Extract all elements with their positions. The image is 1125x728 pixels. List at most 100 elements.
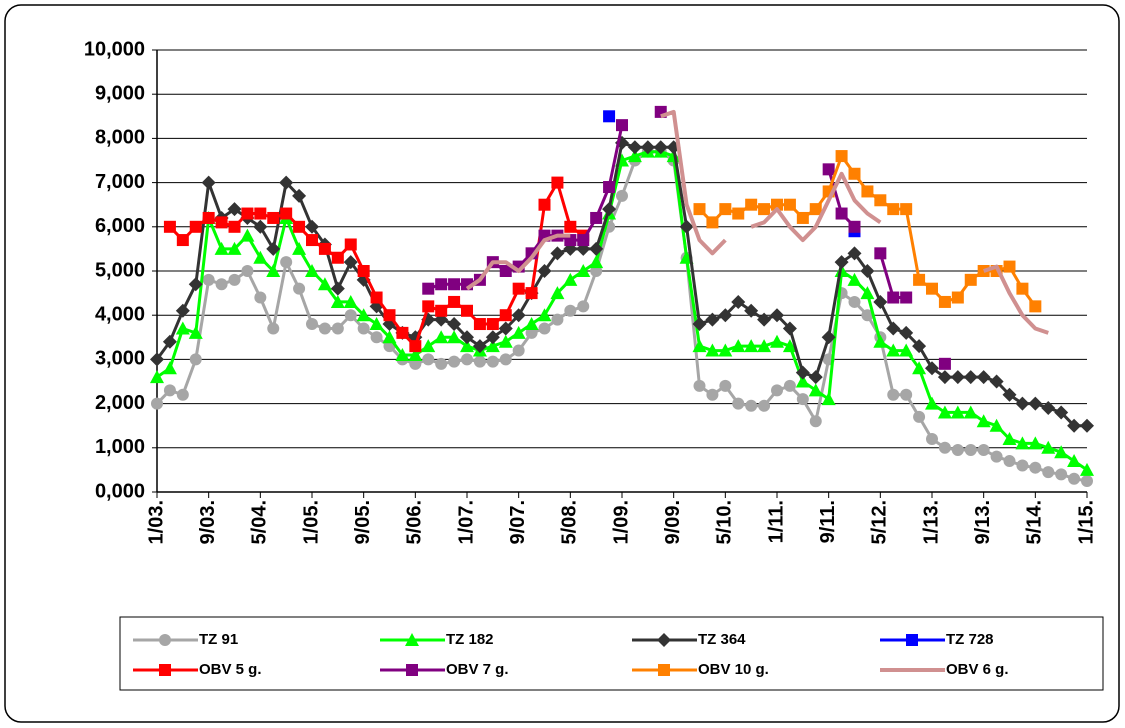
data-point xyxy=(706,388,719,401)
data-point xyxy=(538,198,551,211)
data-point xyxy=(796,211,809,224)
legend-label: TZ 182 xyxy=(446,631,494,648)
data-point xyxy=(241,265,254,277)
data-point xyxy=(461,353,473,366)
y-tick-label: 2,000 xyxy=(95,392,145,414)
data-point xyxy=(318,242,331,255)
data-point xyxy=(732,207,745,220)
data-point xyxy=(938,295,951,308)
data-point xyxy=(228,220,241,233)
data-point xyxy=(937,370,952,385)
data-point xyxy=(989,374,1004,389)
x-tick-label: 9/13. xyxy=(972,500,994,544)
data-point xyxy=(912,339,927,354)
x-tick-label: 1/05. xyxy=(300,500,322,544)
data-point xyxy=(627,140,642,155)
data-point xyxy=(705,312,720,327)
data-point xyxy=(511,308,526,323)
data-point xyxy=(448,355,461,368)
legend-marker xyxy=(405,633,419,646)
data-point xyxy=(266,264,281,277)
legend-label: OBV 6 g. xyxy=(946,661,1009,678)
data-point xyxy=(744,303,759,318)
data-point xyxy=(602,202,617,217)
data-point xyxy=(537,264,552,278)
data-point xyxy=(834,255,849,270)
data-point xyxy=(175,321,190,335)
data-point xyxy=(577,300,590,313)
data-point xyxy=(809,415,822,428)
data-point xyxy=(486,355,499,368)
data-point xyxy=(293,220,306,233)
data-point xyxy=(511,325,526,339)
data-point xyxy=(758,399,771,412)
data-point xyxy=(162,361,177,375)
data-point xyxy=(150,352,164,367)
data-point xyxy=(227,202,242,217)
data-point xyxy=(201,175,216,190)
x-tick-label: 1/07. xyxy=(455,500,477,544)
data-point xyxy=(1002,387,1017,402)
data-point xyxy=(848,295,861,308)
data-point xyxy=(925,396,939,410)
data-point xyxy=(1067,454,1082,468)
data-point xyxy=(990,450,1003,463)
data-point xyxy=(228,273,241,286)
data-point xyxy=(163,220,176,233)
data-point xyxy=(835,207,848,220)
data-point xyxy=(886,343,901,357)
data-point xyxy=(758,203,771,216)
data-point xyxy=(616,189,628,202)
data-point xyxy=(422,300,435,313)
data-point xyxy=(461,278,473,291)
data-point xyxy=(499,309,512,322)
data-point xyxy=(848,167,861,180)
data-point xyxy=(253,219,268,234)
x-tick-label: 1/11. xyxy=(765,500,787,543)
data-point xyxy=(861,185,874,198)
legend-label: OBV 5 g. xyxy=(199,661,262,678)
legend-label: OBV 7 g. xyxy=(446,661,509,678)
data-point xyxy=(926,432,938,445)
data-point xyxy=(808,370,823,385)
data-point xyxy=(448,295,461,308)
data-point xyxy=(899,325,914,340)
data-point xyxy=(267,211,280,224)
data-point xyxy=(473,355,486,368)
data-point xyxy=(1041,440,1056,454)
data-point xyxy=(176,234,189,247)
data-point xyxy=(900,291,913,304)
data-point xyxy=(318,322,331,335)
data-point xyxy=(486,318,499,331)
data-point xyxy=(950,405,965,419)
data-point xyxy=(176,388,189,401)
data-point xyxy=(267,322,280,335)
data-point xyxy=(356,308,371,322)
data-point xyxy=(461,304,473,317)
data-point xyxy=(745,198,758,211)
data-point xyxy=(976,414,991,428)
data-point xyxy=(770,308,784,323)
data-point xyxy=(253,250,268,264)
data-point xyxy=(331,251,344,264)
data-point xyxy=(937,405,952,419)
data-point xyxy=(1003,260,1016,273)
data-point xyxy=(1055,468,1068,481)
data-point xyxy=(280,207,293,220)
data-point xyxy=(757,312,772,327)
data-point xyxy=(538,229,551,242)
data-point xyxy=(448,278,461,291)
data-point xyxy=(330,294,345,308)
data-point xyxy=(305,219,319,234)
x-tick-label: 1/15. xyxy=(1075,500,1097,544)
legend-marker xyxy=(159,634,171,646)
data-point xyxy=(705,343,720,357)
data-point xyxy=(254,291,267,304)
data-point xyxy=(795,374,810,388)
data-point xyxy=(926,282,938,295)
data-point xyxy=(835,150,848,163)
data-point xyxy=(912,361,927,375)
data-point xyxy=(254,207,267,220)
data-point xyxy=(162,334,177,349)
data-point xyxy=(1029,300,1042,313)
